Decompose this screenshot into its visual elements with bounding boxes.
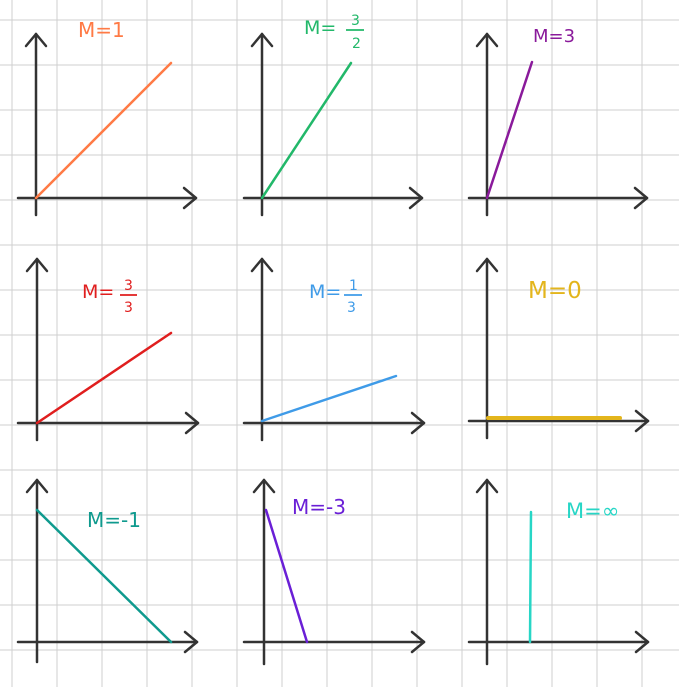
- slope-label-prefix: M=: [309, 281, 341, 303]
- axes: [467, 257, 650, 440]
- axes: [242, 478, 426, 666]
- slope-line: [260, 61, 353, 200]
- slope-line: [528, 510, 533, 644]
- fraction-denominator: 3: [124, 300, 133, 316]
- panel-m-0: M=0: [467, 257, 650, 440]
- slope-label: M=∞: [566, 499, 619, 523]
- panel-m-3-2: M= 3 2: [242, 13, 424, 217]
- fraction-denominator: 3: [347, 300, 356, 316]
- panel-m-neg3: M=-3: [242, 478, 426, 666]
- slope-line: [260, 374, 398, 423]
- slope-line: [35, 331, 173, 425]
- axes: [467, 478, 650, 666]
- axes: [467, 32, 649, 217]
- slope-label: M=0: [528, 278, 582, 304]
- panel-m-neg1: M=-1: [16, 478, 199, 664]
- slope-line: [264, 508, 309, 644]
- slope-label: M=-3: [292, 495, 346, 519]
- panel-m-3: M=3: [467, 26, 649, 217]
- panel-m-1-3: M= 1 3: [242, 257, 426, 442]
- slope-line: [35, 508, 173, 644]
- axes: [242, 32, 424, 217]
- axes: [242, 257, 426, 442]
- panel-m-infinity: M=∞: [467, 478, 650, 666]
- fraction-numerator: 1: [349, 278, 358, 294]
- slope-label-prefix: M=: [304, 17, 336, 39]
- fraction-denominator: 2: [352, 36, 361, 52]
- slope-line: [34, 61, 173, 200]
- slope-label-prefix: M=: [82, 281, 114, 303]
- axes: [16, 32, 198, 217]
- panel-m-3-3: M= 3 3: [16, 257, 200, 442]
- panel-m-1: M=1: [16, 18, 198, 217]
- axes: [16, 257, 200, 442]
- slope-line: [485, 60, 534, 200]
- fraction-numerator: 3: [351, 13, 360, 29]
- fraction-numerator: 3: [124, 278, 133, 294]
- slope-label: M=3: [533, 26, 575, 47]
- slope-label: M=1: [78, 18, 125, 42]
- slope-label: M=-1: [87, 508, 141, 532]
